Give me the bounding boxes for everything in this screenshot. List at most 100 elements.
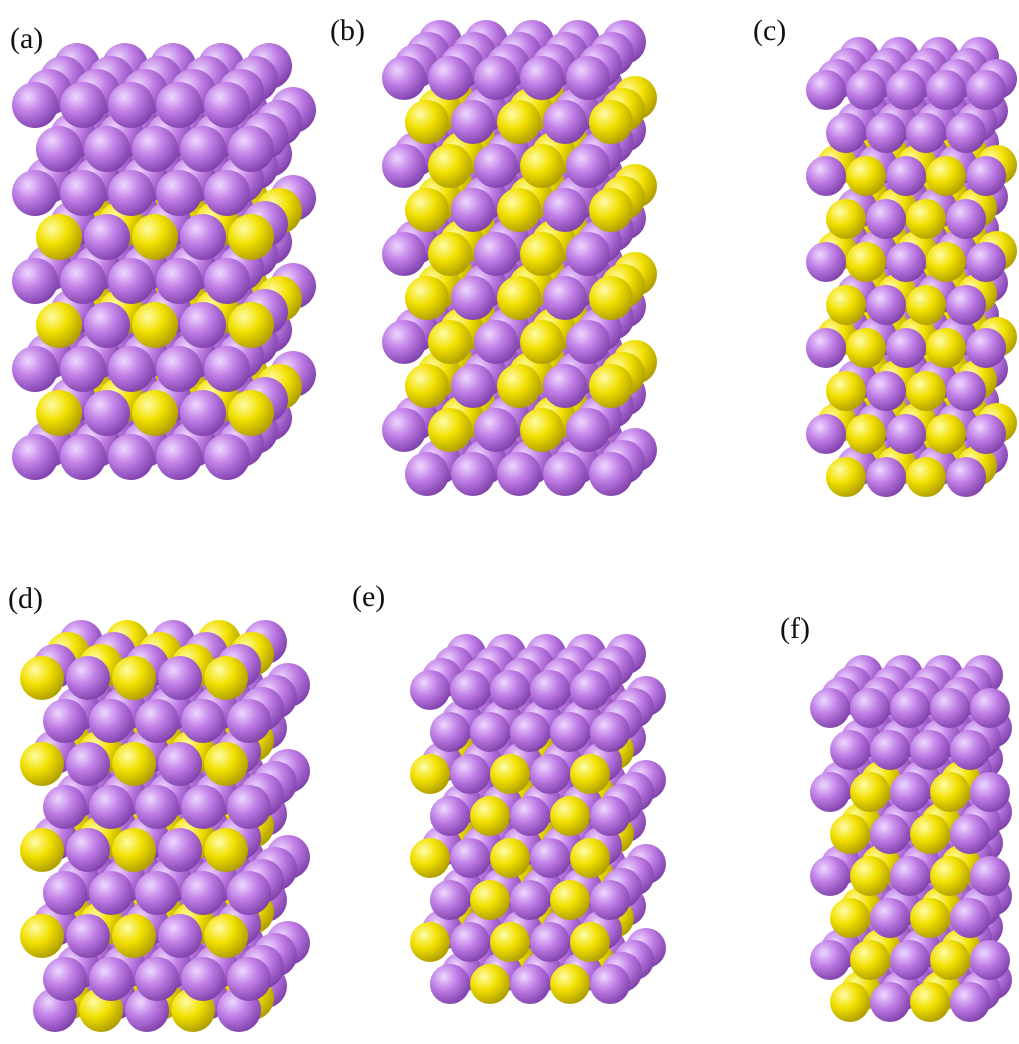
atom-purple xyxy=(60,170,106,216)
atom-purple xyxy=(510,964,550,1004)
atom-purple xyxy=(450,670,490,710)
atom-yellow xyxy=(850,856,890,896)
atom-yellow xyxy=(428,232,472,276)
atom-purple xyxy=(806,70,846,110)
atom-purple xyxy=(180,126,226,172)
atom-purple xyxy=(227,957,271,1001)
atom-purple xyxy=(382,408,426,452)
atom-purple xyxy=(36,126,82,172)
atom-yellow xyxy=(520,232,564,276)
atom-purple xyxy=(510,796,550,836)
atom-yellow xyxy=(830,814,870,854)
atom-yellow xyxy=(112,656,156,700)
panel-d: (d) xyxy=(0,570,340,1044)
atom-purple xyxy=(470,712,510,752)
atom-yellow xyxy=(930,940,970,980)
atom-purple xyxy=(135,699,179,743)
atom-purple xyxy=(451,364,495,408)
atom-purple xyxy=(474,56,518,100)
atom-purple xyxy=(450,922,490,962)
atom-purple xyxy=(890,856,930,896)
atom-purple xyxy=(156,170,202,216)
atom-purple xyxy=(474,144,518,188)
atom-yellow xyxy=(570,754,610,794)
atom-yellow xyxy=(906,199,946,239)
atom-purple xyxy=(966,328,1006,368)
atom-purple xyxy=(428,56,472,100)
atom-yellow xyxy=(550,880,590,920)
atom-purple xyxy=(135,871,179,915)
panel-label-d: (d) xyxy=(8,582,43,615)
atom-yellow xyxy=(846,156,886,196)
atom-purple xyxy=(826,113,866,153)
atom-purple xyxy=(543,188,587,232)
atom-purple xyxy=(227,871,271,915)
atom-yellow xyxy=(850,772,890,812)
atom-purple xyxy=(543,452,587,496)
atom-purple xyxy=(204,346,250,392)
atom-yellow xyxy=(520,320,564,364)
atom-purple xyxy=(910,730,950,770)
atom-purple xyxy=(66,742,110,786)
nanowire-model-c xyxy=(806,37,1017,497)
atom-purple xyxy=(382,144,426,188)
panel-label-a: (a) xyxy=(10,22,44,55)
atom-purple xyxy=(870,898,910,938)
atom-purple xyxy=(430,880,470,920)
atom-purple xyxy=(108,434,154,480)
atom-purple xyxy=(451,188,495,232)
atom-purple xyxy=(84,390,130,436)
atom-purple xyxy=(946,371,986,411)
atom-yellow xyxy=(228,214,274,260)
atom-yellow xyxy=(204,656,248,700)
atom-purple xyxy=(566,144,610,188)
atom-purple xyxy=(204,434,250,480)
atom-purple xyxy=(890,772,930,812)
atom-purple xyxy=(12,434,58,480)
atom-purple xyxy=(89,957,133,1001)
atom-yellow xyxy=(926,328,966,368)
atom-purple xyxy=(158,828,202,872)
panel-label-b: (b) xyxy=(330,14,365,47)
atom-purple xyxy=(590,964,630,1004)
atom-purple xyxy=(520,56,564,100)
atom-purple xyxy=(12,258,58,304)
atom-yellow xyxy=(520,408,564,452)
atom-purple xyxy=(180,214,226,260)
atom-purple xyxy=(158,656,202,700)
atom-purple xyxy=(886,328,926,368)
atom-purple xyxy=(156,434,202,480)
atom-yellow xyxy=(410,838,450,878)
atom-purple xyxy=(886,414,926,454)
atom-purple xyxy=(12,346,58,392)
atom-purple xyxy=(566,408,610,452)
atom-yellow xyxy=(550,964,590,1004)
atom-yellow xyxy=(589,188,633,232)
atom-purple xyxy=(84,302,130,348)
atom-purple xyxy=(490,670,530,710)
atom-yellow xyxy=(570,838,610,878)
atom-purple xyxy=(970,688,1010,728)
atom-purple xyxy=(158,742,202,786)
atom-yellow xyxy=(926,156,966,196)
atom-purple xyxy=(543,364,587,408)
atom-purple xyxy=(810,772,850,812)
atom-yellow xyxy=(830,898,870,938)
atom-yellow xyxy=(846,328,886,368)
atom-purple xyxy=(930,688,970,728)
atom-yellow xyxy=(410,754,450,794)
atom-yellow xyxy=(826,285,866,325)
atom-yellow xyxy=(926,242,966,282)
atom-purple xyxy=(866,199,906,239)
nanowire-model-d xyxy=(20,620,310,1032)
atom-purple xyxy=(926,70,966,110)
atom-purple xyxy=(108,346,154,392)
atom-purple xyxy=(430,796,470,836)
atom-purple xyxy=(590,796,630,836)
atom-yellow xyxy=(132,214,178,260)
atom-yellow xyxy=(497,100,541,144)
atom-purple xyxy=(451,100,495,144)
atom-yellow xyxy=(405,364,449,408)
atom-purple xyxy=(181,957,225,1001)
atom-purple xyxy=(451,276,495,320)
